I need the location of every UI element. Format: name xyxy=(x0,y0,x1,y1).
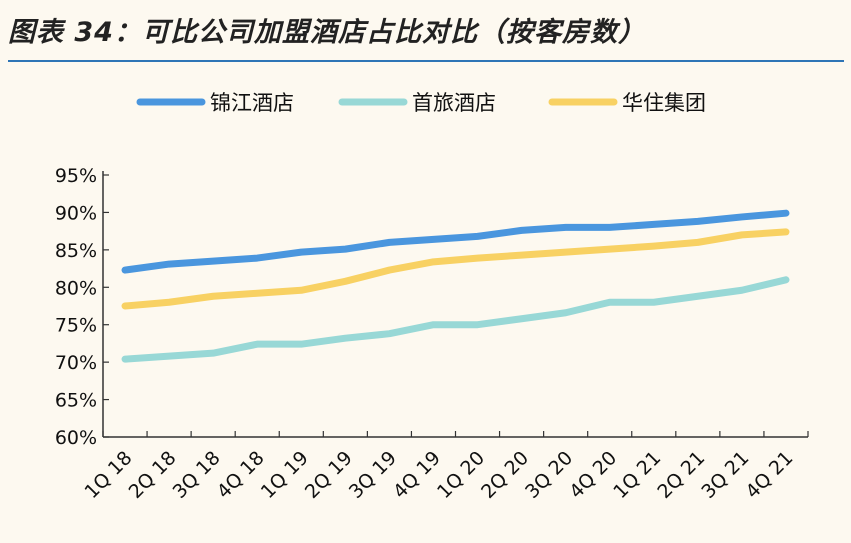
series-line-锦江酒店 xyxy=(121,209,790,274)
y-tick-percent: % xyxy=(79,165,97,187)
y-tick-label: 70 xyxy=(55,352,79,374)
x-tick-label: 3Q 18 xyxy=(169,447,225,503)
y-tick-label: 75 xyxy=(55,315,79,337)
y-tick-percent: % xyxy=(79,240,97,262)
x-tick-label: 3Q 20 xyxy=(521,447,577,503)
title-divider xyxy=(8,60,844,62)
x-tick-label: 4Q 19 xyxy=(389,447,445,503)
y-tick-percent: % xyxy=(79,427,97,449)
legend-label: 锦江酒店 xyxy=(210,91,294,115)
x-tick-label: 1Q 21 xyxy=(609,447,665,503)
y-tick-label: 60 xyxy=(55,427,79,449)
x-tick-label: 2Q 20 xyxy=(477,447,533,503)
series-line-华住集团 xyxy=(121,228,790,310)
x-tick-label: 1Q 20 xyxy=(433,447,489,503)
chart-title: 图表 34：可比公司加盟酒店占比对比（按客房数） xyxy=(8,17,646,48)
x-tick-label: 2Q 18 xyxy=(125,447,181,503)
x-tick-label: 4Q 20 xyxy=(565,447,621,503)
x-tick-label: 1Q 18 xyxy=(81,447,137,503)
x-tick-label: 3Q 21 xyxy=(697,447,753,503)
y-tick-label: 90 xyxy=(55,202,79,224)
legend-label: 首旅酒店 xyxy=(412,91,496,115)
y-tick-label: 80 xyxy=(55,277,79,299)
legend-label: 华住集团 xyxy=(622,91,706,115)
series-line-首旅酒店 xyxy=(121,276,790,363)
x-tick-label: 3Q 19 xyxy=(345,447,401,503)
x-tick-label: 2Q 21 xyxy=(653,447,709,503)
x-tick-label: 1Q 19 xyxy=(257,447,313,503)
x-tick-label: 4Q 21 xyxy=(741,447,797,503)
y-tick-label: 95 xyxy=(55,165,79,187)
y-tick-label: 85 xyxy=(55,240,79,262)
x-tick-label: 2Q 19 xyxy=(301,447,357,503)
x-tick-label: 4Q 18 xyxy=(213,447,269,503)
y-tick-percent: % xyxy=(79,277,97,299)
y-tick-percent: % xyxy=(79,390,97,412)
y-tick-percent: % xyxy=(79,315,97,337)
y-tick-percent: % xyxy=(79,202,97,224)
y-tick-label: 65 xyxy=(55,390,79,412)
y-tick-percent: % xyxy=(79,352,97,374)
